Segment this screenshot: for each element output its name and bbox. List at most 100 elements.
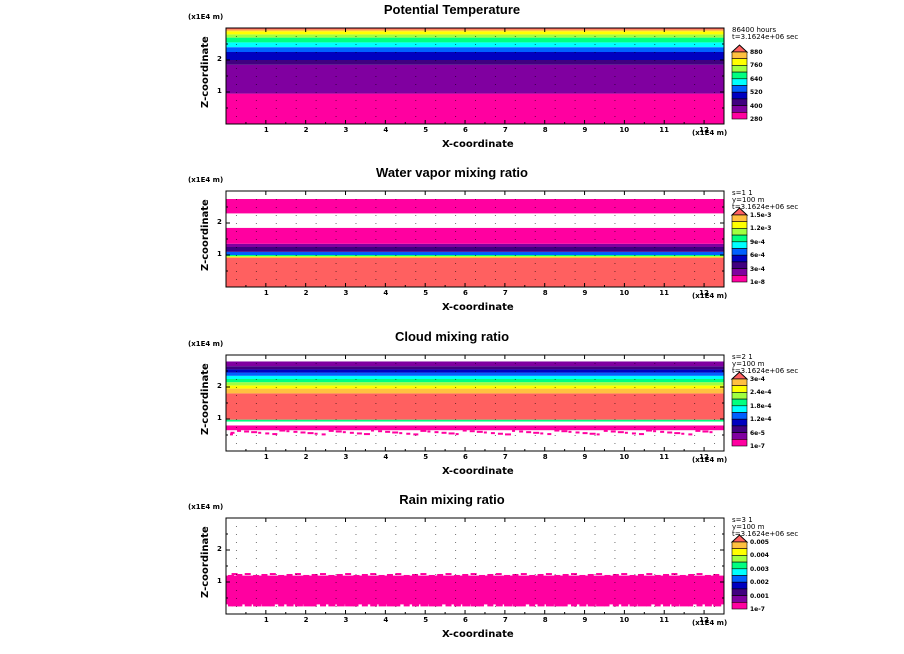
grid-dot bbox=[275, 582, 277, 583]
grid-dot bbox=[435, 435, 437, 436]
grid-dot bbox=[355, 566, 357, 567]
grid-dot bbox=[275, 590, 277, 591]
grid-dot bbox=[395, 443, 397, 444]
grid-dot bbox=[295, 207, 297, 208]
grid-dot bbox=[355, 363, 357, 364]
grid-dot bbox=[574, 92, 576, 93]
colorbar-swatch bbox=[731, 438, 748, 447]
grid-dot bbox=[475, 215, 476, 216]
grid-dot bbox=[275, 379, 277, 380]
grid-dot bbox=[355, 68, 357, 69]
grid-dot bbox=[494, 100, 496, 101]
grid-dot bbox=[335, 247, 337, 248]
grid-dot bbox=[594, 207, 596, 208]
grid-dot bbox=[295, 271, 297, 272]
contour-speckle bbox=[269, 573, 276, 576]
grid-dot bbox=[714, 76, 716, 77]
grid-dot bbox=[435, 68, 437, 69]
grid-dot bbox=[674, 108, 676, 109]
grid-dot bbox=[714, 598, 716, 599]
contour-speckle bbox=[395, 573, 402, 576]
grid-dot bbox=[235, 247, 237, 248]
grid-dot bbox=[634, 419, 636, 420]
grid-dot bbox=[554, 435, 556, 436]
grid-dot bbox=[235, 566, 237, 567]
contour-speckle bbox=[554, 429, 560, 432]
grid-dot bbox=[554, 371, 556, 372]
contour-speckle bbox=[654, 603, 661, 607]
grid-dot bbox=[235, 215, 237, 216]
grid-dot bbox=[494, 84, 496, 85]
grid-dot bbox=[654, 379, 656, 380]
contour-speckle bbox=[554, 574, 561, 577]
grid-dot bbox=[654, 542, 656, 543]
grid-dot bbox=[654, 199, 656, 200]
grid-dot bbox=[255, 239, 257, 240]
grid-dot bbox=[654, 443, 656, 444]
grid-dot bbox=[534, 76, 536, 77]
grid-dot bbox=[355, 411, 357, 412]
contour-speckle bbox=[413, 433, 419, 436]
contour-speckle bbox=[353, 574, 360, 577]
grid-dot bbox=[435, 542, 437, 543]
contour-speckle bbox=[696, 603, 703, 607]
grid-dot bbox=[554, 255, 556, 256]
grid-dot bbox=[574, 84, 576, 85]
x-tick-label: 6 bbox=[463, 126, 468, 134]
grid-dot bbox=[694, 534, 696, 535]
contour-band bbox=[226, 382, 724, 386]
grid-dot bbox=[415, 558, 417, 559]
grid-dot bbox=[315, 239, 317, 240]
grid-dot bbox=[475, 411, 476, 412]
x-tick-label: 9 bbox=[582, 126, 588, 134]
grid-dot bbox=[674, 606, 676, 607]
grid-dot bbox=[514, 411, 516, 412]
grid-dot bbox=[475, 247, 476, 248]
grid-dot bbox=[674, 68, 676, 69]
colorbar-level-label: 9e-4 bbox=[750, 238, 765, 246]
grid-dot bbox=[614, 247, 616, 248]
grid-dot bbox=[295, 255, 297, 256]
grid-dot bbox=[375, 590, 377, 591]
contour-speckle bbox=[487, 603, 494, 607]
grid-dot bbox=[395, 68, 397, 69]
grid-dot bbox=[235, 231, 237, 232]
colorbar-level-label: 1e-7 bbox=[750, 606, 765, 613]
grid-dot bbox=[574, 526, 576, 527]
contour-speckle bbox=[663, 574, 670, 576]
grid-dot bbox=[614, 411, 616, 412]
grid-dot bbox=[594, 590, 596, 591]
colorbar-level-label: 880 bbox=[750, 49, 763, 56]
grid-dot bbox=[315, 231, 317, 232]
grid-dot bbox=[654, 60, 656, 61]
grid-dot bbox=[235, 68, 237, 69]
grid-dot bbox=[534, 427, 536, 428]
grid-dot bbox=[634, 279, 636, 280]
grid-dot bbox=[295, 534, 297, 535]
grid-dot bbox=[574, 239, 576, 240]
grid-dot bbox=[455, 279, 457, 280]
grid-dot bbox=[455, 100, 457, 101]
contour-speckle bbox=[612, 603, 619, 607]
grid-dot bbox=[275, 403, 277, 404]
grid-dot bbox=[355, 419, 357, 420]
grid-dot bbox=[375, 231, 377, 232]
grid-dot bbox=[614, 279, 616, 280]
grid-dot bbox=[435, 419, 437, 420]
grid-dot bbox=[574, 52, 576, 53]
grid-dot bbox=[534, 411, 536, 412]
grid-dot bbox=[554, 590, 556, 591]
grid-dot bbox=[435, 279, 437, 280]
grid-dot bbox=[435, 411, 437, 412]
grid-dot bbox=[534, 279, 536, 280]
contour-speckle bbox=[265, 432, 270, 435]
grid-dot bbox=[255, 255, 257, 256]
contour-speckle bbox=[392, 431, 399, 434]
grid-dot bbox=[375, 598, 377, 599]
grid-dot bbox=[455, 223, 457, 224]
grid-dot bbox=[255, 223, 257, 224]
contour-speckle bbox=[537, 603, 545, 607]
grid-dot bbox=[275, 566, 277, 567]
contour-speckle bbox=[361, 603, 368, 607]
grid-dot bbox=[355, 435, 357, 436]
